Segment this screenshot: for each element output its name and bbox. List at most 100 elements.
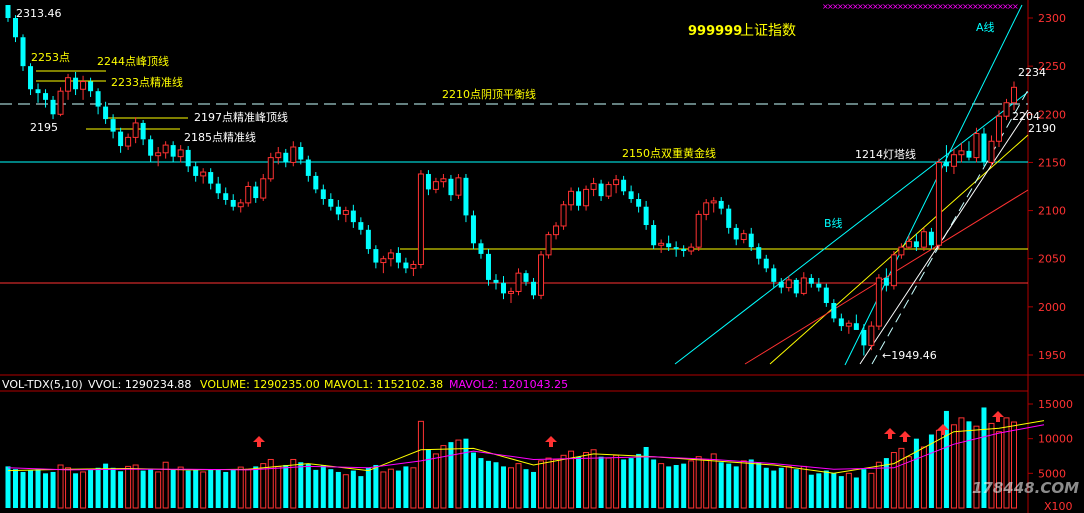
candle-body <box>995 115 1002 142</box>
candle-body <box>193 166 199 176</box>
volume-bar <box>740 460 747 509</box>
candle-body <box>380 258 387 264</box>
label-high: 2313.46 <box>16 7 62 20</box>
marker-cross: × <box>1002 2 1009 11</box>
volume-bar <box>560 454 567 509</box>
volume-bar <box>298 462 304 508</box>
marker-cross: × <box>947 2 954 11</box>
arrow-up-icon <box>992 411 1004 422</box>
label-2244: 2244点峰顶线 <box>97 54 169 68</box>
volume-bar <box>478 458 484 508</box>
marker-cross: × <box>962 2 969 11</box>
candle-body <box>988 140 995 163</box>
candle-body <box>493 279 499 283</box>
candle-body <box>920 231 927 248</box>
candle-body <box>290 146 297 163</box>
volume-bar <box>590 449 597 509</box>
volume-bar <box>253 466 259 508</box>
candle-body <box>403 262 409 269</box>
candle-body <box>237 202 244 208</box>
volume-bar <box>13 469 19 508</box>
marker-cross: × <box>997 2 1004 11</box>
volume-bar <box>455 439 462 509</box>
candle-body <box>103 106 109 120</box>
candle-body <box>816 283 822 288</box>
volume-bar <box>118 471 124 508</box>
label-low: ←1949.46 <box>882 349 937 362</box>
volume-bar <box>576 456 582 508</box>
candle-body <box>267 157 274 180</box>
volume-bar <box>1003 417 1010 509</box>
candle-body <box>966 150 972 158</box>
arrow-up-icon <box>884 428 896 439</box>
price-tick-label: 2300 <box>1038 12 1066 25</box>
candle-body <box>778 281 784 288</box>
candle-body <box>868 325 875 346</box>
candle-body <box>118 131 124 147</box>
marker-cross: × <box>982 2 989 11</box>
price-tick-label: 2150 <box>1038 156 1066 169</box>
candle-body <box>283 152 289 163</box>
info-mavol2: MAVOL2: 1201043.25 <box>449 378 568 391</box>
candle-body <box>838 318 844 327</box>
price-tick-label: 2050 <box>1038 253 1066 266</box>
candle-body <box>508 290 514 294</box>
marker-cross: × <box>867 2 874 11</box>
volume-bar <box>50 471 56 508</box>
marker-cross: × <box>857 2 864 11</box>
marker-cross: × <box>952 2 959 11</box>
candle-body <box>673 247 679 250</box>
candle-body <box>65 77 72 92</box>
candle-body <box>155 152 162 157</box>
info-volume: VOLUME: 1290235.00 <box>200 378 320 391</box>
candle-body <box>636 199 642 207</box>
info-vvol: VVOL: 1290234.88 <box>88 378 191 391</box>
volume-bar <box>643 446 649 508</box>
candle-body <box>470 215 476 244</box>
candle-body <box>621 179 627 192</box>
marker-cross: × <box>872 2 879 11</box>
volume-axis: 5000 10000 15000 <box>1028 398 1073 480</box>
volume-bar <box>110 467 116 508</box>
volume-bar <box>237 466 244 509</box>
volume-bar <box>95 467 101 508</box>
marker-cross: × <box>897 2 904 11</box>
marker-cross: × <box>1012 2 1019 11</box>
volume-bar <box>995 431 1002 509</box>
candle-body <box>455 177 462 196</box>
volume-bar <box>831 473 837 508</box>
volume-bar <box>403 466 409 508</box>
volume-bar <box>905 456 912 509</box>
volume-bar <box>313 469 319 508</box>
candle-body <box>13 18 19 38</box>
candle-body <box>560 204 567 227</box>
candle-body <box>73 77 79 90</box>
volume-bar <box>28 470 34 508</box>
marker-cross: × <box>887 2 894 11</box>
candle-body <box>568 190 575 206</box>
candle-body <box>748 233 754 248</box>
volume-bar <box>823 470 829 508</box>
candle-body <box>823 287 829 304</box>
candle-body <box>695 213 702 248</box>
volume-bar <box>508 467 514 509</box>
candle-body <box>253 186 259 199</box>
top-marker-row: ××××××××××××××××××××××××××××××××××××××× <box>822 2 1019 11</box>
candle-body <box>95 91 101 107</box>
candle-body <box>808 277 814 284</box>
info-indicator: VOL-TDX(5,10) <box>2 378 83 391</box>
volume-bar <box>290 458 297 509</box>
volume-bar <box>538 460 545 509</box>
volume-bar <box>140 470 146 508</box>
candle-body <box>395 252 401 263</box>
marker-cross: × <box>832 2 839 11</box>
volume-bar <box>65 467 72 509</box>
candle-body <box>981 133 987 163</box>
label-2210-line: 2210点阴顶平衡线 <box>442 87 536 101</box>
volume-bar <box>943 410 949 508</box>
volume-bar <box>695 456 702 509</box>
info-mavol1: MAVOL1: 1152102.38 <box>324 378 443 391</box>
price-tick-label: 1950 <box>1038 349 1066 362</box>
volume-bar <box>493 462 499 508</box>
candle-body <box>958 150 965 156</box>
